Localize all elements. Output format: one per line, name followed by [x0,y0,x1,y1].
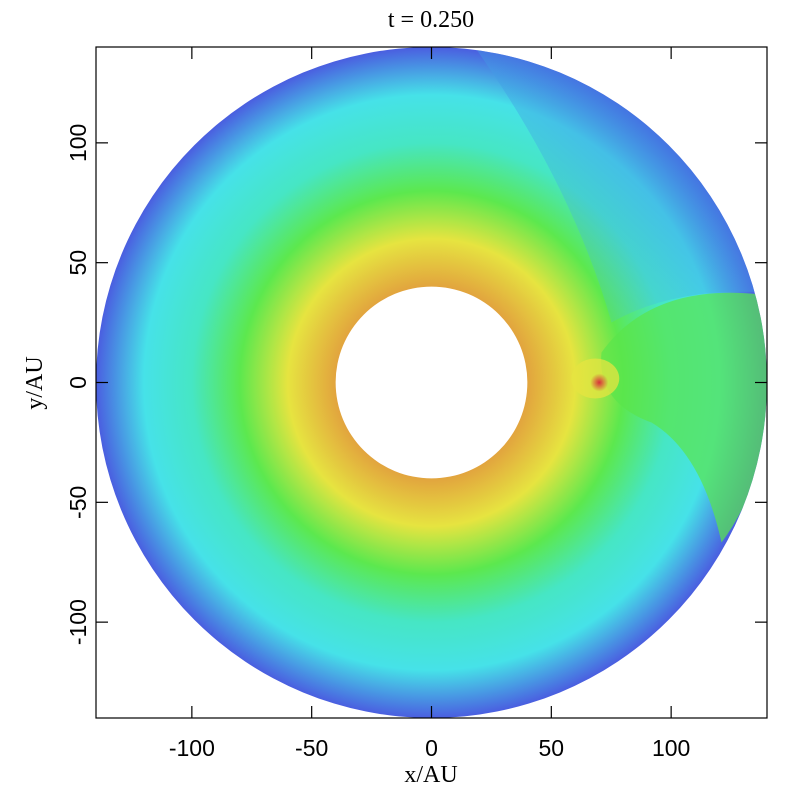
x-tick-label: 100 [652,735,690,761]
chart-title: t = 0.250 [388,7,474,33]
inner-wake [601,292,767,543]
y-tick-label: 50 [65,250,91,276]
x-tick-label: 0 [425,735,438,761]
y-tick-label: 100 [65,124,91,162]
y-tick-label: 0 [65,376,91,389]
x-tick-label: -100 [169,735,215,761]
x-tick-label: 50 [539,735,565,761]
y-tick-label: -50 [65,486,91,519]
y-axis-label: y/AU [22,356,48,409]
planet [590,373,609,392]
plot-area [96,47,767,718]
x-tick-label: -50 [295,735,328,761]
y-tick-label: -100 [65,599,91,645]
x-axis-label: x/AU [404,762,457,788]
